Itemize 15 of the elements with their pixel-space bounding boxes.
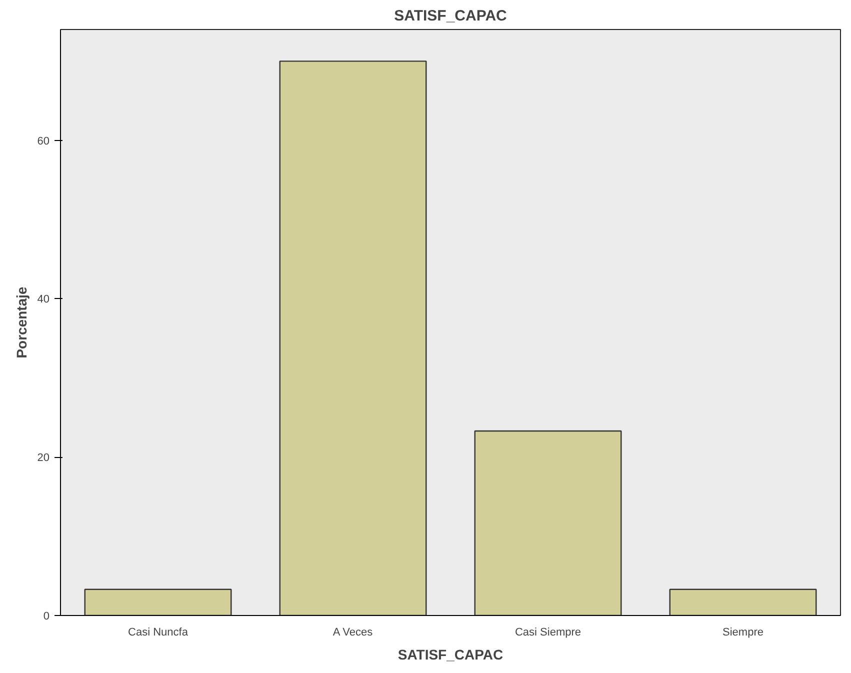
y-tick-label: 0 (43, 610, 50, 622)
bar (669, 588, 817, 616)
x-tick-label: A Veces (332, 626, 374, 638)
y-tick-label: 60 (37, 135, 50, 148)
x-axis-title: SATISF_CAPAC (398, 646, 504, 662)
y-axis-title: Porcentaje (13, 286, 30, 358)
chart-title: SATISF_CAPAC (394, 8, 508, 24)
bar (474, 430, 622, 616)
x-tick-label: Siempre (722, 626, 764, 638)
x-tick-label: Casi Siempre (514, 626, 582, 638)
bar (84, 588, 232, 616)
x-tick-label: Casi Nuncfa (128, 626, 189, 638)
y-tick-label: 40 (37, 294, 50, 306)
y-tick-label: 20 (37, 452, 50, 464)
bar (279, 60, 427, 616)
